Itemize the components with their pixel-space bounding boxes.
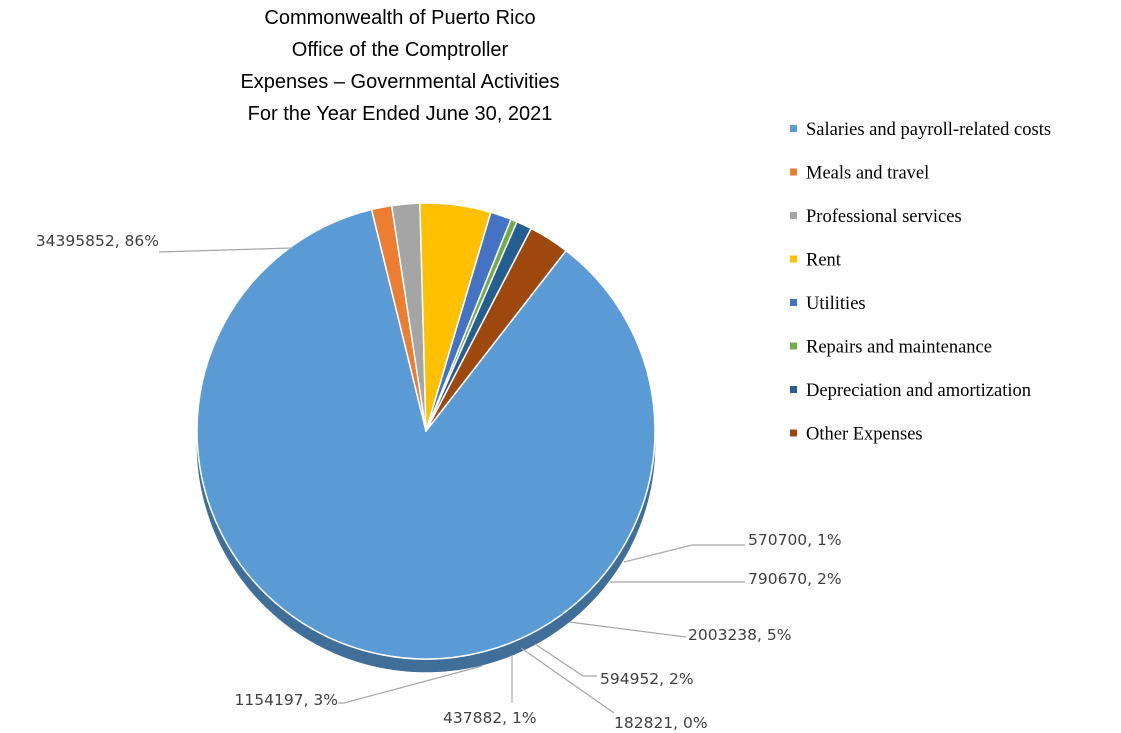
legend-item-rent: Rent — [790, 251, 842, 271]
legend-swatch-meals-and-travel — [790, 168, 797, 176]
legend-label-salaries-and-payroll-related-costs: Salaries and payroll-related costs — [806, 120, 1051, 140]
legend-label-repairs-and-maintenance: Repairs and maintenance — [806, 338, 992, 358]
pie-slice-other-expenses — [425, 227, 567, 432]
pie-slices — [196, 202, 656, 660]
pie-slice-salaries-and-payroll-related-costs — [196, 208, 656, 660]
data-label-salaries-and-payroll-related-costs: 34395852, 86% — [36, 232, 159, 250]
legend-item-salaries-and-payroll-related-costs: Salaries and payroll-related costs — [790, 120, 1051, 140]
legend-swatch-repairs-and-maintenance — [790, 342, 797, 350]
legend-swatch-utilities — [790, 299, 797, 306]
legend-swatch-depreciation-and-amortization — [790, 386, 797, 393]
chart-title-line-1: Commonwealth of Puerto Rico — [264, 7, 535, 29]
legend-item-repairs-and-maintenance: Repairs and maintenance — [790, 338, 992, 358]
chart-title-line-2: Office of the Comptroller — [292, 39, 509, 61]
leader-line-meals-and-travel — [623, 544, 745, 563]
data-label-rent: 2003238, 5% — [688, 626, 791, 644]
legend-label-rent: Rent — [806, 251, 842, 271]
data-label-professional-services: 790670, 2% — [748, 570, 842, 588]
legend-item-meals-and-travel: Meals and travel — [790, 164, 929, 184]
legend-item-professional-services: Professional services — [790, 207, 962, 227]
leader-line-utilities — [534, 643, 597, 677]
chart-title-line-3: Expenses – Governmental Activities — [240, 71, 559, 93]
legend-label-utilities: Utilities — [806, 294, 866, 314]
chart-title: Commonwealth of Puerto Rico Office of th… — [240, 7, 559, 125]
data-label-meals-and-travel: 570700, 1% — [748, 531, 842, 549]
legend-item-utilities: Utilities — [790, 294, 866, 314]
legend-label-meals-and-travel: Meals and travel — [806, 164, 929, 184]
data-labels: 34395852, 86% 570700, 1% 790670, 2% 2003238… — [36, 232, 842, 732]
leader-line-repairs-and-maintenance — [520, 647, 615, 714]
legend-swatch-professional-services — [790, 212, 797, 219]
legend-label-professional-services: Professional services — [806, 207, 962, 227]
legend-item-depreciation-and-amortization: Depreciation and amortization — [790, 381, 1031, 401]
legend-label-other-expenses: Other Expenses — [806, 425, 923, 445]
leader-line-other-expenses — [338, 665, 483, 704]
leader-line-salaries-and-payroll-related-costs — [158, 247, 293, 253]
chart-title-line-4: For the Year Ended June 30, 2021 — [248, 103, 553, 125]
legend-swatch-salaries-and-payroll-related-costs — [790, 125, 797, 132]
legend-label-depreciation-and-amortization: Depreciation and amortization — [806, 381, 1031, 401]
data-label-depreciation-and-amortization: 437882, 1% — [443, 709, 537, 727]
leader-line-rent — [568, 621, 687, 638]
legend-item-other-expenses: Other Expenses — [790, 425, 923, 445]
data-label-utilities: 594952, 2% — [600, 670, 694, 688]
legend: Salaries and payroll-related costs Meals … — [790, 120, 1051, 445]
leader-lines — [158, 247, 745, 714]
data-label-other-expenses: 1154197, 3% — [235, 691, 338, 709]
legend-swatch-rent — [790, 255, 797, 263]
legend-swatch-other-expenses — [790, 429, 797, 437]
data-label-repairs-and-maintenance: 182821, 0% — [614, 714, 708, 732]
